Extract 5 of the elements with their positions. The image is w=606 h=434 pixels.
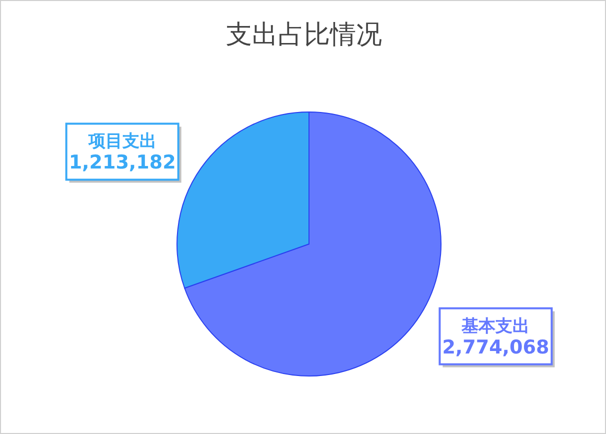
chart-title: 支出占比情况 <box>225 19 383 52</box>
slice-label: 基本支出 <box>460 316 530 336</box>
data-label: 1,213,182 <box>68 152 176 174</box>
data-label: 2,774,068 <box>442 336 550 358</box>
slice-label: 项目支出 <box>87 132 156 152</box>
